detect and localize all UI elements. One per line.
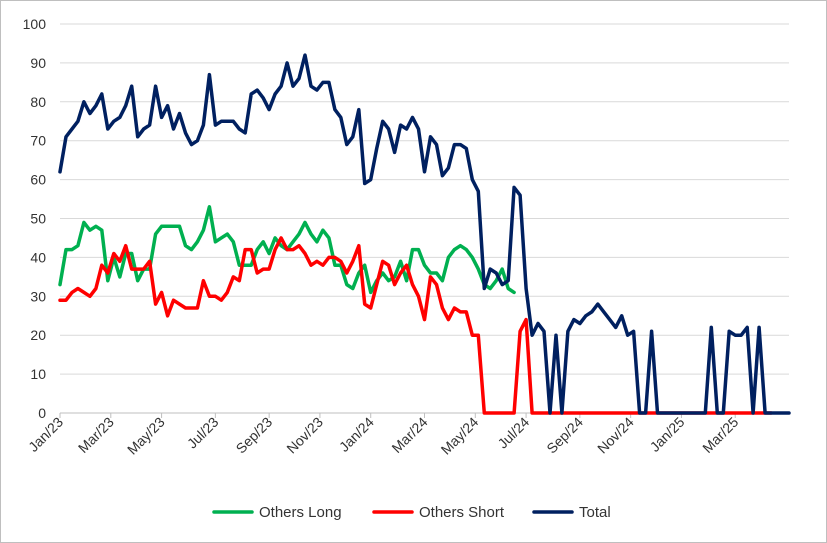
legend: Others Long Others Short Total [212, 504, 611, 521]
x-tick-label: Sep/23 [233, 414, 276, 457]
series-lines [58, 53, 791, 415]
x-tick-label: Mar/24 [388, 414, 430, 456]
x-tick-label: Mar/23 [75, 414, 117, 456]
gridlines [60, 23, 789, 375]
x-tick-label: May/24 [438, 414, 482, 458]
x-tick-label: Sep/24 [543, 414, 586, 457]
x-tick-label: Jan/25 [647, 414, 688, 455]
x-tick-label: May/23 [124, 414, 168, 458]
y-tick-label: 20 [30, 327, 46, 343]
y-tick-label: 60 [30, 172, 46, 188]
y-tick-label: 80 [30, 94, 46, 110]
legend-label: Total [579, 504, 611, 521]
series-line-others-short [58, 236, 773, 415]
legend-label: Others Short [419, 504, 505, 521]
y-tick-label: 10 [30, 366, 46, 382]
y-tick-label: 100 [23, 16, 47, 32]
y-tick-label: 0 [38, 405, 46, 421]
x-tick-label: Nov/23 [283, 414, 326, 457]
y-tick-label: 70 [30, 133, 46, 149]
x-tick-labels: Jan/23 Mar/23 May/23 Jul/23 Sep/23 Nov/23 Jan/… [25, 414, 741, 458]
x-tick-label: Nov/24 [594, 414, 637, 457]
x-tick-label: Jul/23 [184, 414, 222, 452]
x-tick-label: Jul/24 [494, 414, 532, 452]
x-tick-label: Jan/24 [336, 414, 377, 455]
legend-label: Others Long [259, 504, 342, 521]
x-tick-label: Mar/25 [699, 414, 741, 456]
y-tick-labels: 0 10 20 30 40 50 60 70 80 90 100 [23, 16, 47, 421]
series-line-total [58, 53, 791, 415]
y-tick-label: 90 [30, 55, 46, 71]
y-tick-label: 30 [30, 288, 46, 304]
y-tick-label: 50 [30, 211, 46, 227]
y-tick-label: 40 [30, 249, 46, 265]
